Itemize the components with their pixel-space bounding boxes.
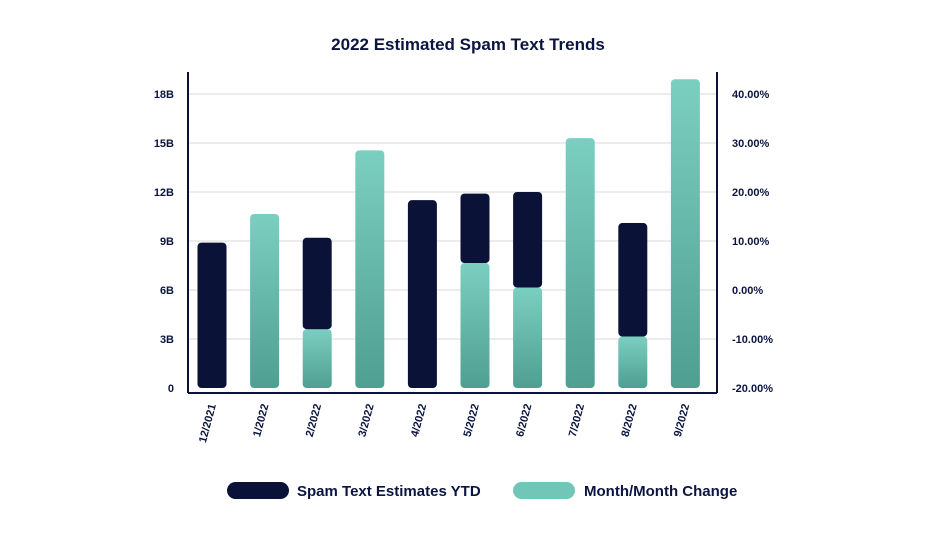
bar-month-change <box>670 79 700 389</box>
x-tick-label: 7/2022 <box>567 403 587 439</box>
x-tick-label: 9/2022 <box>672 403 692 439</box>
right-tick-label: 10.00% <box>732 236 770 248</box>
legend-swatch-spam-estimates <box>227 482 289 499</box>
left-tick-label: 6B <box>160 285 174 297</box>
legend-swatch-month-change <box>513 482 575 499</box>
bar-spam-estimates <box>513 192 543 288</box>
right-tick-label: 30.00% <box>732 138 770 150</box>
bar-spam-estimates <box>197 242 227 388</box>
bar-spam-estimates <box>618 223 648 337</box>
right-tick-label: 20.00% <box>732 187 770 199</box>
bar-spam-estimates <box>302 237 332 330</box>
left-tick-label: 18B <box>154 89 174 101</box>
left-tick-label: 12B <box>154 187 174 199</box>
right-tick-label: 40.00% <box>732 89 770 101</box>
month-change-series <box>250 79 700 389</box>
left-tick-label: 0 <box>168 383 174 395</box>
right-tick-label: -20.00% <box>732 383 773 395</box>
left-tick-label: 9B <box>160 236 174 248</box>
legend-label-spam-estimates: Spam Text Estimates YTD <box>297 483 481 500</box>
bar-month-change <box>355 150 385 388</box>
right-axis-ticks: -20.00% -10.00% 0.00% 10.00% 20.00% 30.00% 40.… <box>732 89 773 395</box>
x-tick-label: 6/2022 <box>514 403 534 439</box>
bar-month-change <box>565 138 595 388</box>
bar-month-change <box>302 329 332 388</box>
x-tick-label: 8/2022 <box>619 403 639 439</box>
x-tick-label: 2/2022 <box>304 403 324 439</box>
x-axis-ticks: 12/2021 1/2022 2/2022 3/2022 4/2022 5/2022 6/2… <box>197 403 692 445</box>
chart-title: 2022 Estimated Spam Text Trends <box>331 35 605 54</box>
right-tick-label: 0.00% <box>732 285 763 297</box>
legend-label-month-change: Month/Month Change <box>584 483 737 500</box>
x-tick-label: 5/2022 <box>462 403 482 439</box>
left-tick-label: 15B <box>154 138 174 150</box>
bar-spam-estimates <box>460 193 490 264</box>
left-tick-label: 3B <box>160 334 174 346</box>
bar-month-change <box>460 263 490 388</box>
right-tick-label: -10.00% <box>732 334 773 346</box>
x-tick-label: 4/2022 <box>409 403 429 439</box>
axes <box>187 72 718 394</box>
legend: Spam Text Estimates YTD Month/Month Chan… <box>227 482 737 500</box>
left-axis-ticks: 0 3B 6B 9B 12B 15B 18B <box>154 89 174 395</box>
bar-spam-estimates <box>407 200 437 388</box>
bar-month-change <box>513 287 543 388</box>
x-tick-label: 3/2022 <box>356 403 376 439</box>
spam-estimates-series <box>197 192 648 388</box>
bar-month-change <box>618 336 648 388</box>
x-tick-label: 12/2021 <box>197 403 219 445</box>
x-tick-label: 1/2022 <box>251 403 271 439</box>
bar-month-change <box>250 214 280 388</box>
